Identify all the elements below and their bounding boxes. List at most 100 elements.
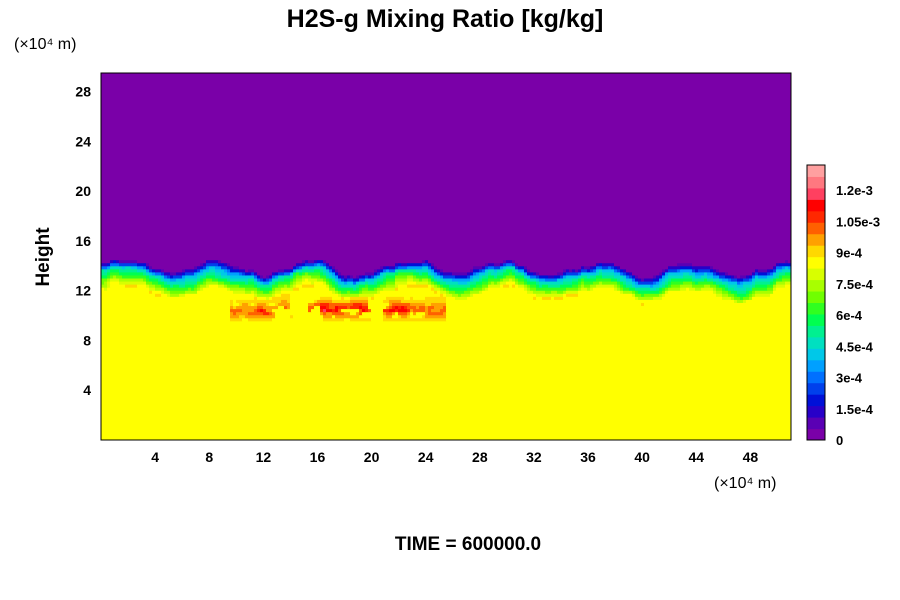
field-cell: [305, 265, 309, 270]
field-cell: [284, 268, 291, 273]
field-cell: [410, 314, 423, 319]
field-cell: [494, 280, 498, 285]
field-cell: [401, 262, 408, 267]
field-cell: [350, 305, 360, 310]
field-cell: [530, 284, 537, 288]
field-cell: [776, 274, 780, 279]
field-cell: [248, 268, 255, 273]
field-cell: [101, 293, 156, 297]
colorbar-segment: [807, 165, 825, 177]
field-cell: [515, 274, 525, 279]
time-label: TIME = 600000.0: [395, 534, 541, 555]
colorbar-segment: [807, 405, 825, 418]
field-cell: [488, 268, 495, 273]
field-cell: [416, 305, 420, 310]
field-cell: [563, 271, 567, 276]
field-cell: [422, 314, 426, 319]
field-cell: [170, 271, 177, 276]
field-cell: [335, 284, 339, 288]
field-cell: [716, 284, 720, 288]
colorbar-segment: [807, 325, 825, 338]
field-cell: [728, 271, 753, 276]
field-cell: [440, 287, 444, 291]
field-cell: [275, 287, 282, 291]
field-cell: [575, 268, 579, 273]
field-cell: [635, 287, 651, 291]
field-cell: [440, 290, 447, 294]
field-cell: [614, 274, 624, 279]
y-axis-label: Height: [33, 227, 54, 287]
field-cell: [482, 287, 486, 291]
field-cell: [110, 280, 120, 285]
field-cell: [137, 259, 207, 264]
field-cell: [755, 284, 768, 288]
field-cell: [704, 284, 711, 288]
field-cell: [161, 290, 165, 294]
field-cell: [281, 287, 294, 291]
field-cell: [182, 268, 186, 273]
field-cell: [332, 308, 336, 313]
field-cell: [350, 317, 372, 322]
field-cell: [503, 268, 507, 273]
field-cell: [335, 271, 339, 276]
field-cell: [224, 284, 228, 288]
field-cell: [581, 284, 585, 288]
field-cell: [413, 277, 420, 282]
field-cell: [668, 290, 714, 294]
colorbar-tick-label: 6e-4: [836, 308, 863, 323]
field-cell: [488, 284, 501, 288]
field-cell: [371, 274, 375, 279]
field-cell: [497, 268, 504, 273]
field-cell: [314, 302, 321, 307]
field-cell: [773, 290, 791, 294]
field-cell: [386, 296, 405, 300]
field-cell: [656, 274, 660, 279]
field-cell: [335, 280, 339, 285]
field-cell: [416, 311, 426, 316]
field-cell: [578, 280, 582, 285]
field-cell: [338, 268, 375, 273]
field-cell: [671, 284, 681, 288]
field-cell: [398, 314, 402, 319]
field-cell: [338, 287, 354, 291]
field-cell: [434, 280, 438, 285]
field-cell: [290, 305, 309, 310]
field-cell: [293, 265, 297, 270]
field-cell: [479, 274, 483, 279]
field-cell: [305, 259, 309, 264]
field-cell: [422, 271, 429, 276]
field-cell: [101, 406, 791, 411]
field-cell: [620, 265, 669, 270]
field-cell: [665, 271, 669, 276]
field-cell: [164, 271, 171, 276]
field-cell: [446, 305, 791, 310]
field-cell: [341, 284, 357, 288]
field-cell: [221, 274, 231, 279]
field-cell: [317, 262, 321, 267]
field-cell: [653, 274, 657, 279]
field-cell: [332, 284, 336, 288]
field-cell: [623, 271, 627, 276]
field-cell: [740, 274, 747, 279]
field-cell: [443, 284, 450, 288]
field-cell: [197, 287, 201, 291]
field-cell: [257, 305, 264, 310]
field-cell: [599, 280, 603, 285]
field-cell: [467, 280, 471, 285]
field-cell: [713, 287, 717, 291]
field-cell: [176, 277, 186, 282]
field-cell: [437, 280, 441, 285]
field-cell: [557, 271, 564, 276]
field-cell: [119, 259, 138, 264]
field-cell: [431, 284, 435, 288]
field-cell: [527, 265, 582, 270]
field-cell: [329, 280, 333, 285]
field-cell: [230, 280, 246, 285]
field-cell: [680, 284, 693, 288]
field-cell: [617, 287, 621, 291]
field-cell: [335, 290, 339, 294]
field-cell: [446, 314, 791, 319]
field-cell: [290, 284, 294, 288]
field-cell: [620, 284, 624, 288]
